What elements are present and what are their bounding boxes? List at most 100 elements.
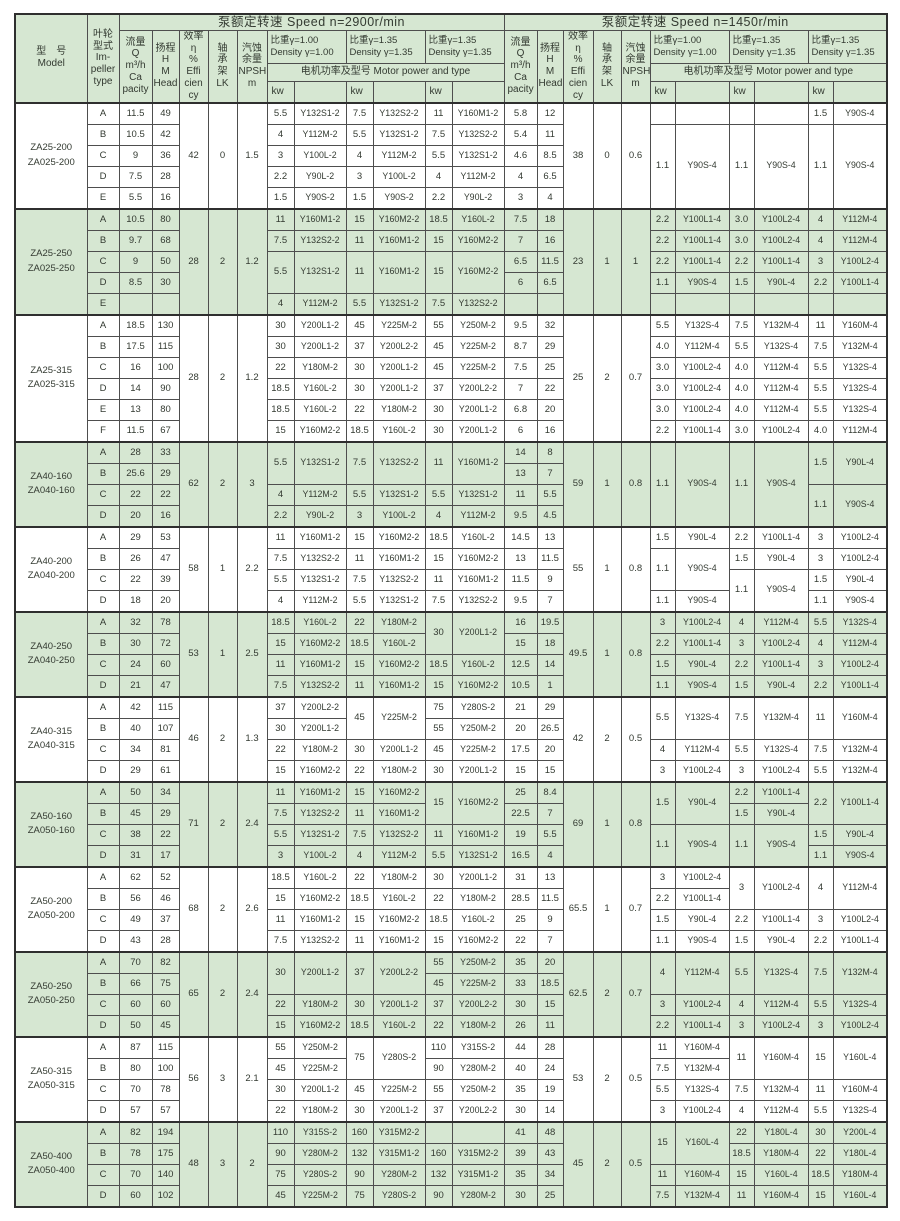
impeller-type-cell: B — [86, 229, 120, 252]
capacity-2900-cell: 13 — [118, 398, 153, 421]
motor-type-cell: Y100L1-4 — [674, 419, 730, 443]
motor-type-cell: Y100L2-4 — [832, 908, 888, 931]
motor-kw-cell: 2.2 — [807, 271, 834, 294]
motor-kw-cell: 18.5 — [345, 632, 374, 655]
motor-kw-cell: 55 — [424, 950, 453, 974]
motor-kw-cell: 75 — [345, 1035, 374, 1080]
motor-kw-cell: 18.5 — [266, 398, 295, 421]
efficiency-1450-cell: 45 — [562, 1120, 594, 1208]
motor-type-cell: Y160M1-2 — [293, 908, 347, 931]
motor-kw-cell: 3 — [807, 653, 834, 676]
head-1450-cell: 5.5 — [536, 823, 564, 846]
motor-kw-cell: 3 — [807, 1014, 834, 1038]
efficiency-2900-cell: 68 — [178, 865, 209, 953]
motor-type-cell: Y100L2-4 — [753, 759, 809, 783]
head-1450-cell: 9 — [536, 568, 564, 591]
head-1450-cell: 28 — [536, 1035, 564, 1059]
motor-kw-cell: 5.5 — [728, 950, 755, 995]
head-1450-cell: 11 — [536, 123, 564, 146]
capacity-2900-cell: 66 — [118, 972, 153, 995]
motor-kw-cell: 11 — [345, 802, 374, 825]
motor-type-cell: Y100L-2 — [293, 144, 347, 167]
head-1450-cell: 6.5 — [536, 271, 564, 294]
motor-kw-cell: 2.2 — [728, 780, 755, 804]
motor-type-cell: Y132S-4 — [832, 398, 888, 421]
motor-kw-cell: 1.5 — [807, 568, 834, 591]
motor-kw-cell: 22 — [345, 865, 374, 889]
head-2900-cell: 102 — [151, 1184, 180, 1208]
capacity-1450-cell: 31 — [503, 865, 538, 889]
motor-kw-cell: 3 — [345, 504, 374, 528]
motor-kw-cell: 37 — [266, 695, 295, 719]
efficiency-2900-cell: 28 — [178, 313, 209, 443]
motor-type-cell: Y90S-4 — [753, 123, 809, 210]
impeller-type-cell: A — [86, 865, 120, 889]
motor-type-cell: Y100L2-4 — [674, 377, 730, 400]
motor-type-cell: Y180M-2 — [372, 759, 426, 783]
motor-type-cell: Y112M-4 — [832, 632, 888, 655]
impeller-type-cell: C — [86, 1078, 120, 1101]
motor-kw-cell: 11 — [266, 207, 295, 231]
speed-2900-header: 泵额定转速 Speed n=2900r/min — [118, 13, 505, 31]
motor-kw-cell: 22 — [807, 1142, 834, 1165]
motor-type-cell: Y132M-4 — [753, 695, 809, 740]
motor-type-cell: Y160L-4 — [674, 1120, 730, 1165]
model-cell: ZA25-200 ZA025-200 — [14, 101, 88, 210]
motor-type-cell: Y100L1-4 — [753, 908, 809, 931]
motor-type-cell: Y132S-4 — [674, 695, 730, 740]
motor-kw-cell: 11 — [807, 695, 834, 740]
capacity-1450-cell: 17.5 — [503, 738, 538, 761]
capacity-1450-cell: 6.5 — [503, 250, 538, 273]
motor-kw-cell: 18.5 — [728, 1142, 755, 1165]
npsh-2900-cell: 2.5 — [236, 610, 268, 698]
head-2900-cell: 60 — [151, 653, 180, 676]
impeller-type-cell: B — [86, 717, 120, 740]
motor-kw-cell: 22 — [266, 356, 295, 379]
motor-type-cell: Y160L-2 — [451, 653, 505, 676]
bearing-1450-cell: 2 — [592, 1120, 622, 1208]
motor-kw-cell: 11 — [424, 101, 453, 125]
motor-kw-cell: 11 — [649, 1035, 676, 1059]
bearing-2900-cell: 3 — [207, 1120, 238, 1208]
spec-row: D 14 90 18.5 Y160L-2 30 Y200L1-2 37 Y200L2-2 7 22 3… — [15, 377, 888, 400]
motor-type-cell: Y132S2-2 — [372, 440, 426, 485]
npsh-1450-cell: 1 — [620, 207, 651, 316]
motor-kw-cell: 4.0 — [728, 398, 755, 421]
efficiency-2900-cell: 53 — [178, 610, 209, 698]
motor-kw-cell: 3.0 — [649, 398, 676, 421]
npsh-1450-cell: 0.8 — [620, 440, 651, 528]
capacity-1450-cell: 5.4 — [503, 123, 538, 146]
impeller-type-cell: B — [86, 462, 120, 485]
motor-type-cell: Y90S-4 — [753, 568, 809, 613]
motor-type-cell: Y100L2-4 — [753, 207, 809, 231]
capacity-1450-cell: 9.5 — [503, 504, 538, 528]
motor-kw-cell: 45 — [345, 695, 374, 740]
head-2900-cell: 100 — [151, 1057, 180, 1080]
motor-kw-cell: 2.2 — [807, 674, 834, 698]
efficiency-1450-header: 效率 η % Effi cien cy — [562, 29, 594, 104]
motor-type-cell: Y100L2-4 — [674, 610, 730, 634]
motor-power-2900-header: 电机功率及型号 Motor power and type — [266, 62, 505, 82]
motor-kw-cell: 110 — [424, 1035, 453, 1059]
motor-type-cell: Y90L-4 — [674, 780, 730, 825]
bearing-1450-cell: 1 — [592, 525, 622, 613]
capacity-2900-cell: 80 — [118, 1057, 153, 1080]
motor-kw-cell: 15 — [424, 250, 453, 294]
motor-type-cell: Y90S-2 — [372, 186, 426, 210]
spec-row: D 7.5 28 2.2 Y90L-2 3 Y100L-2 4 Y112M-2 4 6.5 — [15, 165, 887, 188]
capacity-2900-cell: 50 — [118, 780, 153, 804]
motor-kw-cell: 18.5 — [345, 419, 374, 443]
motor-kw-cell: 7.5 — [266, 802, 295, 825]
motor-kw-cell: 22 — [424, 1014, 453, 1038]
bearing-2900-cell: 2 — [207, 313, 238, 443]
efficiency-1450-cell: 23 — [562, 207, 594, 316]
impeller-type-cell: F — [86, 419, 120, 443]
motor-kw-cell: 4.0 — [649, 335, 676, 358]
npsh-1450-cell: 0.5 — [620, 1035, 651, 1123]
motor-type-cell: Y160M2-2 — [293, 1014, 347, 1038]
motor-type-cell: Y100L1-4 — [753, 525, 809, 549]
spec-row: D 8.5 30 6 6.5 1.1 Y90S-4 1.5 Y90L-4 2.2 Y100L1-4 — [15, 271, 888, 294]
capacity-1450-cell: 25 — [503, 780, 538, 804]
motor-type-cell — [753, 101, 809, 125]
npsh-2900-cell: 2.4 — [236, 780, 268, 868]
